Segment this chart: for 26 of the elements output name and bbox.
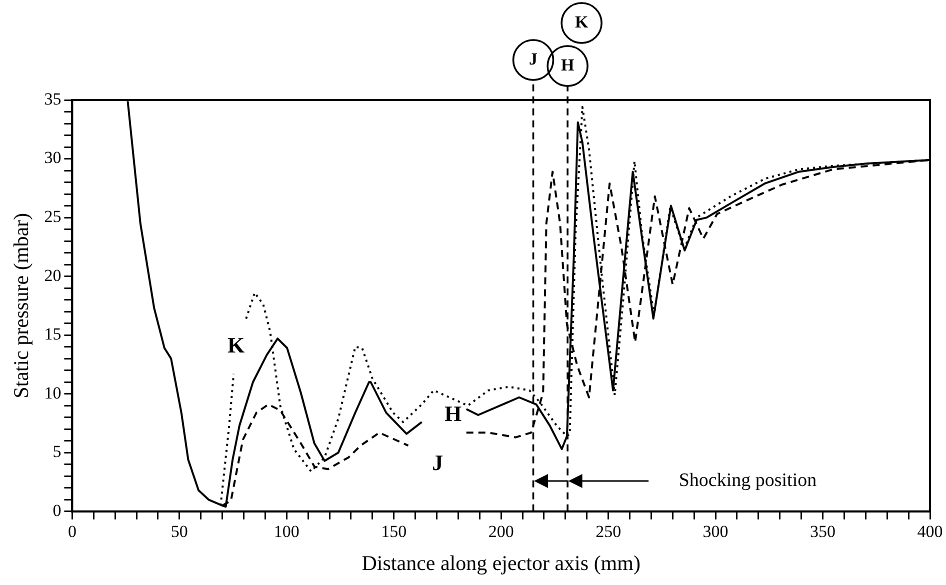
x-axis-title: Distance along ejector axis (mm): [362, 550, 640, 575]
x-tick-label: 300: [702, 522, 728, 542]
y-tick-label: 30: [44, 148, 62, 168]
y-tick-label: 5: [52, 442, 62, 462]
annotation: K: [227, 332, 245, 358]
y-tick-label: 20: [44, 266, 62, 285]
x-tick-label: 0: [68, 522, 76, 542]
y-tick-label: 25: [44, 207, 62, 226]
ref-line-label: H: [560, 55, 574, 74]
x-tick-label: 100: [274, 522, 300, 542]
text: K: [574, 12, 589, 32]
x-tick-label: 250: [596, 522, 622, 542]
annotation: Shocking position: [678, 470, 818, 491]
x-tick-label: 400: [917, 522, 943, 542]
ref-line-label: J: [529, 49, 538, 68]
y-tick-label: 0: [52, 500, 62, 520]
annotation: H: [444, 400, 462, 426]
y-tick-label: 10: [44, 383, 62, 402]
y-tick-label: 35: [44, 89, 62, 108]
x-tick-label: 200: [488, 522, 514, 542]
annotation: J: [432, 450, 444, 476]
x-tick-label: 150: [381, 522, 407, 542]
y-axis-title: Static pressure (mbar): [9, 212, 34, 398]
x-tick-label: 50: [170, 522, 188, 542]
x-tick-label: 350: [810, 522, 836, 542]
y-tick-label: 15: [44, 324, 62, 344]
